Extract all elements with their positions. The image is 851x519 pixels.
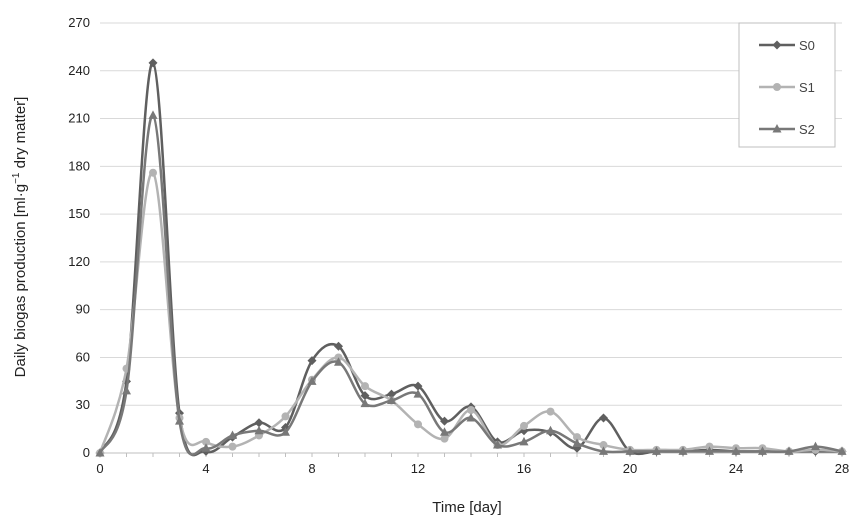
data-point: [281, 427, 290, 436]
x-tick-label: 0: [96, 461, 103, 476]
data-point: [466, 412, 476, 422]
y-tick-label: 90: [76, 302, 90, 317]
data-point: [307, 376, 317, 385]
data-point: [519, 436, 529, 446]
data-point: [413, 381, 423, 391]
y-tick-label: 0: [83, 445, 90, 460]
data-point: [572, 438, 582, 447]
data-point: [546, 407, 555, 416]
y-tick-label: 270: [68, 15, 90, 30]
data-point: [678, 446, 688, 455]
data-point: [175, 416, 184, 425]
y-tick-label: 60: [76, 349, 90, 364]
legend: S0 S1 S2: [738, 22, 836, 148]
y-tick-label: 210: [68, 111, 90, 126]
data-point: [201, 443, 211, 452]
legend-swatch-marker: [772, 124, 782, 133]
data-point: [228, 430, 237, 439]
data-point: [307, 356, 317, 366]
legend-box: [738, 22, 836, 148]
series-s2: [95, 110, 847, 457]
data-point: [148, 58, 158, 68]
data-point: [625, 446, 635, 455]
x-tick-label: 28: [835, 461, 849, 476]
data-point: [254, 418, 264, 428]
legend-label: S2: [799, 122, 815, 137]
data-point: [599, 446, 608, 455]
data-point: [758, 446, 767, 455]
data-point: [149, 168, 157, 177]
data-point: [599, 441, 608, 450]
data-point: [493, 440, 502, 449]
grid-lines: [100, 22, 842, 406]
y-tick-label: 150: [68, 206, 90, 221]
data-point: [202, 437, 210, 446]
x-tick-label: 12: [411, 461, 425, 476]
data-point: [148, 110, 158, 119]
data-point: [360, 391, 370, 401]
data-point: [254, 425, 264, 435]
data-point: [122, 385, 131, 395]
data-point: [414, 420, 422, 429]
legend-item-s0: S0: [759, 38, 815, 53]
tick-labels: 0 30 60 90 120 150 180 210 240 270 0 4 8 12 16 20 24 28: [68, 15, 849, 476]
data-point: [652, 446, 661, 455]
data-point: [573, 433, 581, 442]
series-lines: [95, 58, 847, 458]
data-point: [95, 448, 105, 457]
y-tick-label: 180: [68, 158, 90, 173]
data-point: [440, 416, 449, 426]
data-point: [731, 446, 741, 455]
data-point: [360, 398, 370, 408]
data-point: [837, 446, 847, 455]
x-tick-label: 4: [202, 461, 209, 476]
y-tick-label: 240: [68, 63, 90, 78]
legend-item-s2: S2: [759, 122, 815, 137]
data-point: [440, 434, 449, 443]
data-point: [599, 413, 608, 423]
data-point: [334, 341, 343, 351]
legend-item-s1: S1: [759, 80, 815, 95]
data-point: [361, 382, 369, 391]
axes: [99, 452, 843, 457]
data-point: [387, 395, 396, 404]
x-tick-label: 8: [308, 461, 315, 476]
data-point: [546, 425, 555, 435]
data-point: [334, 357, 343, 366]
data-point: [228, 442, 237, 451]
x-tick-label: 20: [623, 461, 637, 476]
data-point: [467, 406, 475, 414]
y-tick-label: 120: [68, 254, 90, 269]
x-tick-label: 24: [729, 461, 743, 476]
data-point: [811, 441, 820, 451]
legend-swatch-marker: [772, 40, 782, 50]
series-line-s0: [98, 61, 842, 457]
data-point: [440, 427, 449, 436]
x-tick-label: 16: [517, 461, 531, 476]
legend-swatch-marker: [773, 83, 781, 91]
data-point: [520, 421, 528, 430]
legend-label: S1: [799, 80, 815, 95]
data-point: [784, 446, 794, 455]
legend-label: S0: [799, 38, 815, 53]
x-axis-title: Time [day]: [432, 499, 501, 516]
data-point: [387, 389, 396, 399]
data-point: [413, 389, 423, 398]
data-point: [281, 412, 290, 421]
y-tick-label: 30: [76, 397, 90, 412]
data-point: [705, 446, 714, 455]
y-axis-title: Daily biogas production [ml·g−1 dry matt…: [11, 97, 29, 378]
